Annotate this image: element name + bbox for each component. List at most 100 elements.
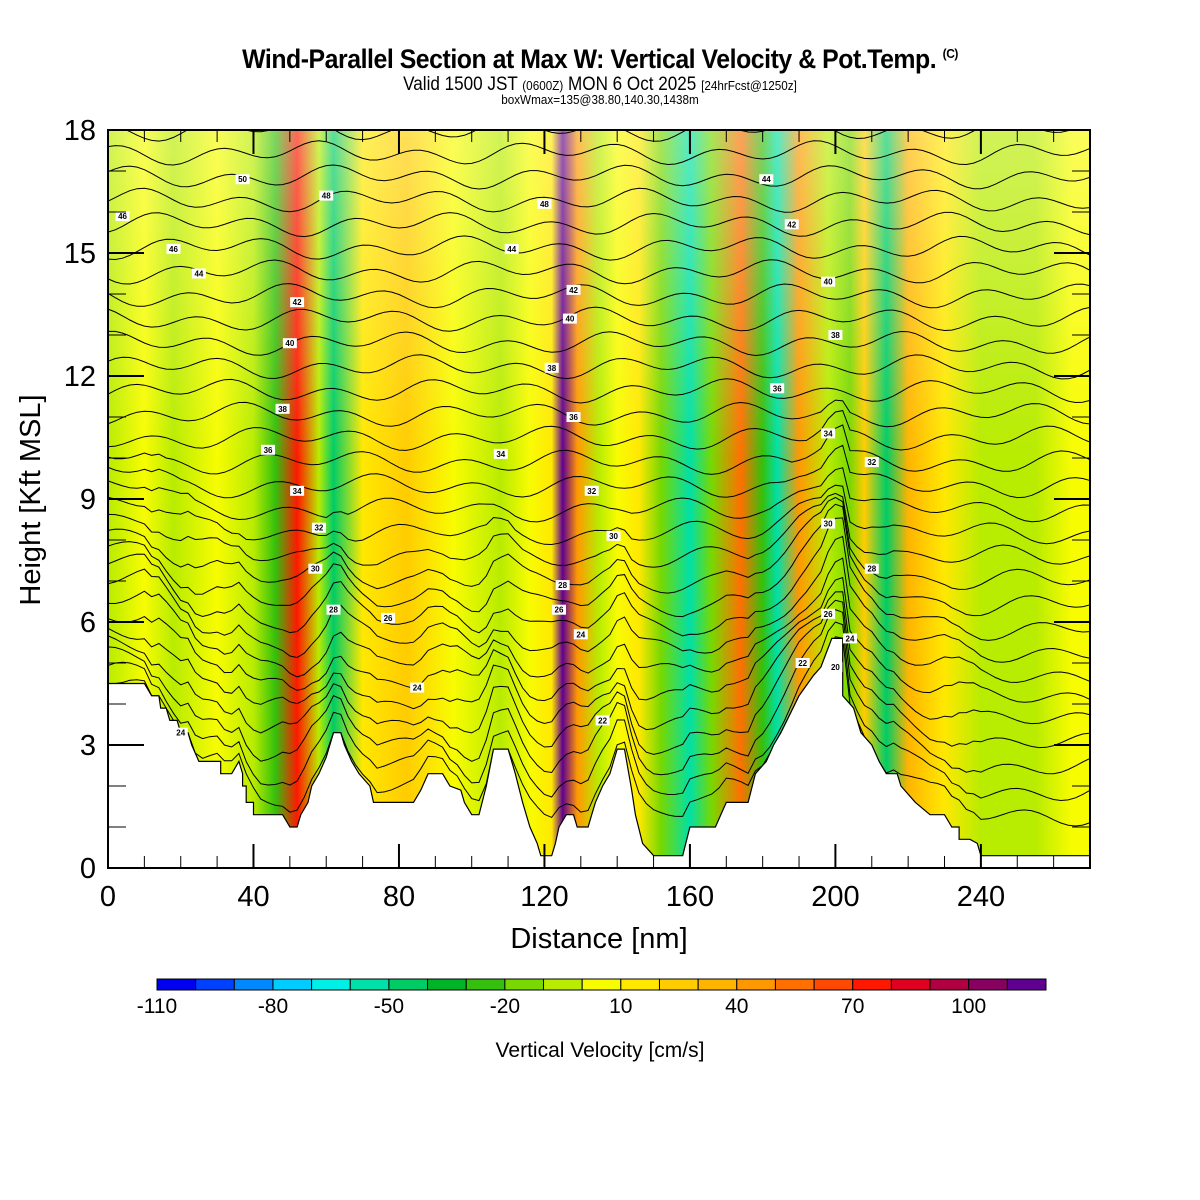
isentrope-label: 44 bbox=[191, 268, 206, 279]
isentrope-labels: 50 48 46 46 44 42 40 38 36 34 32 30 28 26 24 24 48 44 42 40… bbox=[115, 174, 879, 738]
isentrope-label: 24 bbox=[173, 727, 188, 738]
colorbar-segment bbox=[658, 978, 699, 991]
colorbar-segment bbox=[427, 978, 467, 991]
isentrope-line bbox=[108, 576, 1090, 703]
isentrope-label: 26 bbox=[381, 612, 396, 623]
chart-title: Wind-Parallel Section at Max W: Vertical… bbox=[48, 44, 1152, 75]
isentrope-line bbox=[108, 330, 1090, 357]
isentrope-line bbox=[108, 496, 1090, 594]
isentrope-line bbox=[108, 444, 1090, 499]
isentrope-label: 38 bbox=[828, 330, 843, 340]
isentrope-label-text: 28 bbox=[329, 606, 338, 615]
x-tick-label: 80 bbox=[383, 881, 415, 913]
y-axis-label: Height [Kft MSL] bbox=[15, 394, 47, 605]
isentrope-label: 38 bbox=[275, 403, 290, 414]
colorbar-segment bbox=[968, 978, 1008, 991]
colorbar-tick-label: 40 bbox=[725, 995, 748, 1018]
isentrope-label: 30 bbox=[308, 563, 323, 574]
colorbar-segment bbox=[890, 978, 931, 991]
isentrope-label-text: 48 bbox=[322, 192, 331, 201]
isentrope-label: 42 bbox=[566, 284, 581, 295]
isentrope-line bbox=[108, 354, 1090, 380]
isentrope-line bbox=[108, 235, 1090, 261]
isentrope-line bbox=[108, 484, 1090, 546]
colorbar-segment bbox=[504, 978, 545, 991]
x-tick-label: 0 bbox=[100, 881, 116, 913]
isentrope-label: 36 bbox=[566, 412, 581, 422]
plot-area: 50 48 46 46 44 42 40 38 36 34 32 30 28 26 24 24 48 44 42 40… bbox=[108, 130, 1090, 868]
isentrope-label-text: 22 bbox=[798, 659, 807, 668]
isentrope-line bbox=[108, 399, 1090, 428]
colorbar-segment bbox=[774, 978, 815, 991]
isentrope-label: 28 bbox=[864, 563, 879, 574]
isentrope-label-text: 24 bbox=[576, 630, 585, 639]
isentrope-label-text: 24 bbox=[413, 684, 422, 693]
isentrope-label: 34 bbox=[493, 448, 508, 459]
colorbar-tick-label: 100 bbox=[951, 995, 986, 1018]
colorbar-tick-label: -50 bbox=[374, 995, 404, 1018]
isentrope-label: 32 bbox=[311, 522, 326, 533]
isentrope-line bbox=[108, 636, 1090, 827]
isentrope-line bbox=[108, 557, 1090, 683]
isentrope-label-text: 32 bbox=[587, 487, 596, 496]
isentrope-label: 32 bbox=[584, 485, 599, 496]
isentrope-label: 46 bbox=[166, 243, 181, 254]
isentrope-label-text: 44 bbox=[507, 245, 516, 254]
isentrope-label: 40 bbox=[821, 276, 836, 287]
isentrope-label-text: 38 bbox=[278, 405, 287, 414]
y-tick-label: 12 bbox=[64, 361, 96, 393]
isentrope-label-text: 40 bbox=[285, 339, 294, 348]
isentrope-label: 24 bbox=[573, 629, 588, 640]
isentrope-label: 48 bbox=[319, 190, 334, 201]
isentrope-line bbox=[108, 378, 1090, 404]
colorbar-segment bbox=[465, 978, 506, 991]
isentrope-label: 42 bbox=[784, 219, 799, 230]
y-tick-label: 18 bbox=[64, 115, 96, 147]
isentrope-label-text: 46 bbox=[169, 245, 178, 254]
colorbar-segment bbox=[581, 978, 622, 991]
isentrope-label-text: 34 bbox=[293, 487, 302, 496]
isentrope-label: 32 bbox=[864, 457, 879, 468]
isentrope-label: 40 bbox=[282, 338, 297, 349]
isentrope-line bbox=[108, 410, 1090, 451]
isentrope-label-text: 50 bbox=[238, 175, 247, 184]
colorbar-segment bbox=[1006, 978, 1047, 991]
isentrope-line bbox=[108, 467, 1090, 523]
x-tick-label: 160 bbox=[666, 881, 714, 913]
copyright-mark: (C) bbox=[942, 46, 959, 61]
colorbar-label: Vertical Velocity [cm/s] bbox=[496, 1039, 705, 1062]
colorbar-segment bbox=[813, 978, 854, 991]
isentrope-line bbox=[108, 517, 1090, 641]
boxwmax-line: boxWmax=135@38.80,140.30,1438m bbox=[501, 92, 699, 107]
forecast-info: [24hrFcst@1250z] bbox=[701, 78, 797, 93]
isentrope-label-text: 34 bbox=[496, 450, 505, 459]
title-text: Wind-Parallel Section at Max W: Vertical… bbox=[242, 44, 937, 74]
isentrope-label: 28 bbox=[326, 604, 341, 615]
isentrope-label-text: 28 bbox=[867, 565, 876, 574]
isentrope-label: 36 bbox=[770, 383, 785, 394]
isentrope-label-text: 24 bbox=[176, 729, 185, 738]
valid-utc: (0600Z) bbox=[522, 78, 564, 93]
isentrope-label: 44 bbox=[759, 174, 774, 185]
colorbar-segment bbox=[195, 978, 235, 991]
isentrope-label: 30 bbox=[821, 518, 836, 529]
colorbar-segment bbox=[543, 978, 583, 991]
isentrope-label: 44 bbox=[504, 243, 519, 254]
isentrope-label: 48 bbox=[537, 198, 552, 209]
isentrope-label-text: 26 bbox=[824, 610, 833, 619]
isentrope-label: 42 bbox=[290, 297, 305, 308]
isentrope-line bbox=[108, 259, 1090, 285]
isentrope-label-text: 46 bbox=[118, 212, 127, 221]
colorbar-segment bbox=[349, 978, 390, 991]
isentrope-label: 34 bbox=[821, 428, 836, 439]
isentrope-label: 26 bbox=[821, 608, 836, 619]
isentrope-label-text: 30 bbox=[609, 532, 618, 541]
isentrope-label: 24 bbox=[410, 682, 425, 693]
colorbar: -110 -80 -50 -20 10 40 70 100 bbox=[137, 978, 1047, 1018]
y-tick-label: 15 bbox=[64, 238, 96, 270]
isentrope-line bbox=[108, 187, 1090, 213]
valid-time-line: Valid 1500 JST (0600Z) MON 6 Oct 2025 [2… bbox=[60, 74, 1140, 96]
isentrope-line bbox=[108, 599, 1090, 755]
isentrope-line bbox=[108, 492, 1090, 568]
